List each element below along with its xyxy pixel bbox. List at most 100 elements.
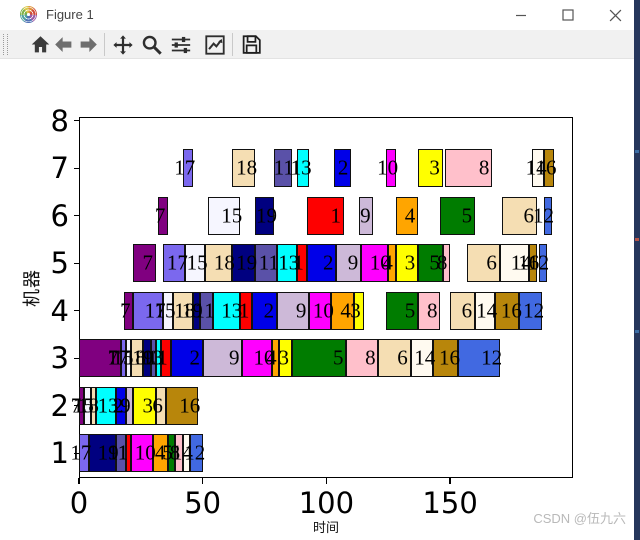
forward-button[interactable] [75, 32, 101, 57]
gantt-bar-job-7 [79, 339, 122, 377]
gantt-bar-label: 5 [332, 345, 344, 370]
x-tick-label: 150 [422, 486, 478, 520]
gantt-bar-job-16 [529, 244, 537, 282]
gantt-bar-label: 6 [486, 250, 497, 275]
gantt-bar-job-17 [182, 149, 193, 187]
gantt-bar-job-5 [417, 244, 443, 282]
gantt-bar-label: 13 [97, 393, 119, 417]
gantt-bar-job-7 [123, 291, 134, 330]
y-tickmark [74, 405, 79, 407]
gantt-bar-label: 4 [266, 345, 277, 370]
forward-arrow-icon [80, 37, 97, 52]
gantt-bar-label: 13 [290, 155, 312, 180]
y-tick-label: 5 [50, 246, 69, 280]
home-button[interactable] [27, 32, 53, 57]
gantt-bar-label: 2 [337, 155, 349, 180]
figure-canvas[interactable]: 17 19 11 1 10 4 5 8 14 12 7 15 18 13 2 9 3 6 16 7 17 15 18 19 11… [0, 59, 640, 540]
gantt-bar-job-3 [353, 291, 364, 330]
gantt-bar-job-9 [126, 386, 134, 425]
gantt-bar-label: 10 [253, 345, 275, 370]
gantt-bar-job-19 [232, 244, 255, 282]
minimize-button[interactable] [500, 0, 542, 30]
x-tick-label: 100 [298, 486, 355, 520]
back-button[interactable] [50, 32, 76, 57]
gantt-bar-job-8 [346, 339, 379, 377]
gantt-bar-label: 8 [169, 440, 181, 465]
pan-button[interactable] [110, 32, 136, 57]
gantt-bar-job-7 [158, 196, 169, 235]
y-tickmark [74, 262, 79, 264]
magnifier-icon [142, 35, 162, 55]
gantt-bar-label: 12 [528, 250, 550, 275]
gantt-bar-label: 1 [293, 250, 304, 275]
gantt-bar-label: 17 [144, 298, 166, 322]
gantt-bar-job-9 [202, 339, 243, 377]
gantt-bar-label: 15 [221, 203, 243, 227]
gantt-bar-job-12 [190, 434, 203, 472]
gantt-bar-job-1 [296, 244, 307, 282]
gantt-bar-job-18 [130, 339, 144, 377]
x-axis-label: 时间 [312, 520, 340, 535]
gantt-bar-label: 7 [70, 393, 82, 417]
zoom-button[interactable] [139, 32, 165, 57]
edge-mark [635, 330, 639, 333]
gantt-bar-label: 10 [369, 250, 391, 275]
gantt-bar-label: 2 [263, 298, 275, 322]
edge-mark [635, 238, 639, 241]
gantt-bar-label: 19 [97, 440, 119, 465]
save-button[interactable] [238, 32, 264, 57]
gantt-bar-label: 11 [107, 440, 129, 465]
configure-subplots-button[interactable] [168, 32, 194, 57]
gantt-bar-label: 12 [523, 298, 545, 322]
gantt-bar-label: 1 [330, 203, 341, 227]
gantt-bar-job-1 [306, 196, 344, 235]
gantt-bar-label: 15 [112, 345, 134, 370]
gantt-bar-label: 10 [134, 440, 156, 465]
gantt-bar-label: 12 [184, 440, 206, 465]
gantt-bar-job-13 [276, 244, 297, 282]
line-chart-icon [205, 34, 225, 55]
gantt-bar-job-9 [358, 196, 374, 235]
toolbar-separator [232, 33, 233, 56]
gantt-bar-label: 17 [174, 155, 196, 180]
gantt-bar-label: 7 [107, 345, 119, 370]
gantt-bar-label: 5 [429, 250, 440, 275]
gantt-bar-label: 18 [77, 393, 99, 417]
gantt-bar-label: 6 [523, 203, 534, 227]
gantt-bar-label: 1 [157, 345, 168, 370]
gantt-bar-job-13 [155, 339, 161, 377]
home-icon [31, 36, 49, 53]
gantt-bar-label: 14 [476, 298, 498, 322]
gantt-bar-job-17 [121, 339, 126, 377]
gantt-bar-job-4 [395, 196, 418, 235]
x-tickmark [449, 478, 451, 484]
gantt-bar-job-12 [539, 244, 547, 282]
edit-axis-button[interactable] [202, 32, 228, 57]
toolbar-grip[interactable] [3, 34, 8, 55]
gantt-bar-label: 3 [350, 298, 361, 322]
gantt-bar-job-9 [276, 291, 310, 330]
gantt-bar-job-10 [242, 339, 272, 377]
gantt-bar-label: 18 [174, 298, 196, 322]
gantt-bar-job-5 [440, 196, 475, 235]
y-tick-label: 7 [50, 151, 69, 185]
gantt-bar-job-7 [133, 244, 156, 282]
window-title: Figure 1 [46, 7, 94, 22]
title-bar[interactable]: Figure 1 [0, 0, 640, 30]
back-arrow-icon [54, 37, 71, 52]
y-tick-label: 2 [50, 388, 69, 423]
gantt-bar-label: 12 [533, 203, 555, 227]
gantt-bar-label: 7 [154, 203, 166, 227]
gantt-bar-label: 3 [429, 155, 440, 180]
close-button[interactable] [594, 0, 636, 30]
gantt-bar-job-17 [133, 291, 164, 330]
gantt-bar-label: 4 [154, 440, 166, 465]
gantt-bar-job-9 [336, 244, 362, 282]
gantt-bar-job-2 [333, 149, 352, 187]
gantt-bar-job-5 [168, 434, 176, 472]
gantt-bar-job-18 [232, 149, 255, 187]
gantt-bar-label: 16 [500, 298, 522, 322]
gantt-bar-job-6 [467, 244, 500, 282]
gantt-bar-job-12 [457, 339, 500, 377]
maximize-button[interactable] [547, 0, 589, 30]
